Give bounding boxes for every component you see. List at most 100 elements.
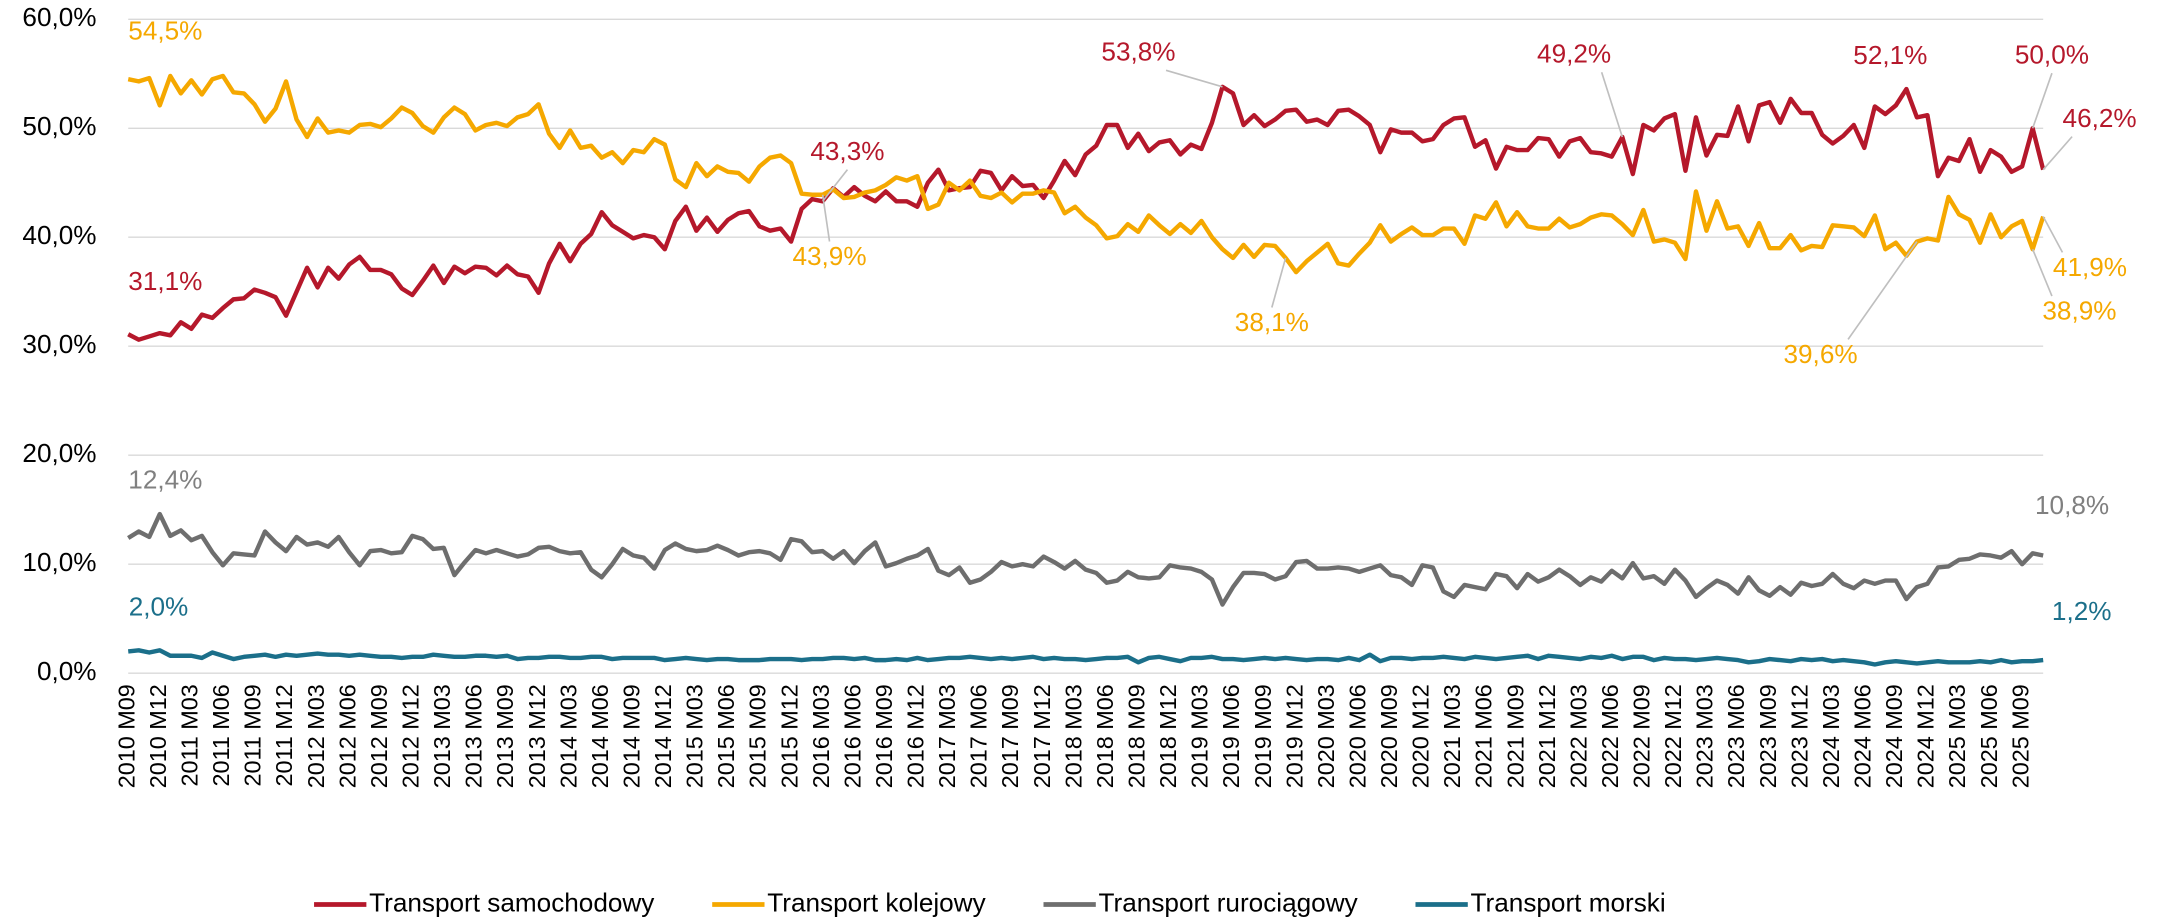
x-tick-label: 2022 M12 <box>1660 684 1686 788</box>
legend-label: Transport samochodowy <box>369 887 655 917</box>
y-tick-label: 60,0% <box>22 2 96 32</box>
data-label: 54,5% <box>128 15 202 45</box>
x-tick-label: 2022 M03 <box>1565 684 1591 788</box>
y-tick-label: 10,0% <box>22 547 96 577</box>
x-tick-label: 2021 M12 <box>1534 684 1560 788</box>
legend-label: Transport morski <box>1471 887 1666 917</box>
x-tick-label: 2014 M06 <box>587 684 613 788</box>
data-label: 12,4% <box>128 465 202 495</box>
legend-label: Transport kolejowy <box>767 887 986 917</box>
x-tick-label: 2019 M03 <box>1187 684 1213 788</box>
x-tick-label: 2015 M09 <box>745 684 771 788</box>
data-label: 49,2% <box>1537 39 1611 69</box>
x-tick-label: 2012 M09 <box>366 684 392 788</box>
x-tick-label: 2020 M06 <box>1344 684 1370 788</box>
x-tick-label: 2023 M03 <box>1692 684 1718 788</box>
leader-line <box>1271 257 1287 308</box>
x-tick-label: 2014 M12 <box>650 684 676 788</box>
x-tick-label: 2023 M09 <box>1755 684 1781 788</box>
x-tick-label: 2018 M09 <box>1123 684 1149 788</box>
x-tick-label: 2010 M12 <box>145 684 171 788</box>
x-tick-label: 2023 M06 <box>1723 684 1749 788</box>
x-tick-label: 2025 M03 <box>1944 684 1970 788</box>
legend-label: Transport rurociągowy <box>1099 887 1359 917</box>
x-tick-label: 2024 M12 <box>1913 684 1939 788</box>
x-tick-label: 2015 M03 <box>682 684 708 788</box>
leader-line <box>822 169 849 202</box>
data-label: 43,3% <box>810 136 884 166</box>
x-tick-label: 2019 M06 <box>1218 684 1244 788</box>
series-line <box>127 84 2046 342</box>
x-tick-label: 2018 M03 <box>1060 684 1086 788</box>
x-tick-label: 2025 M09 <box>2007 684 2033 788</box>
y-tick-label: 40,0% <box>22 220 96 250</box>
x-tick-label: 2022 M09 <box>1629 684 1655 788</box>
x-tick-label: 2016 M12 <box>903 684 929 788</box>
x-tick-label: 2017 M09 <box>997 684 1023 788</box>
series-line <box>127 648 2044 667</box>
leader-line <box>1165 69 1223 88</box>
x-tick-label: 2011 M03 <box>177 684 203 786</box>
x-tick-label: 2017 M06 <box>966 684 992 788</box>
x-tick-label: 2016 M09 <box>871 684 897 788</box>
x-tick-label: 2019 M09 <box>1250 684 1276 788</box>
data-label: 39,6% <box>1783 339 1857 369</box>
x-tick-label: 2023 M12 <box>1786 684 1812 788</box>
x-tick-label: 2019 M12 <box>1281 684 1307 788</box>
leader-line <box>1600 72 1624 138</box>
y-tick-label: 0,0% <box>37 656 97 686</box>
x-tick-label: 2018 M06 <box>1092 684 1118 788</box>
y-tick-label: 20,0% <box>22 438 96 468</box>
leader-line <box>2031 72 2053 129</box>
x-tick-label: 2016 M03 <box>808 684 834 788</box>
leader-line <box>2031 248 2053 297</box>
x-tick-label: 2013 M03 <box>429 684 455 788</box>
x-tick-label: 2022 M06 <box>1597 684 1623 788</box>
leader-line <box>821 194 831 242</box>
data-label: 38,9% <box>2042 295 2116 325</box>
leader-line <box>2042 216 2064 253</box>
leader-line <box>2042 136 2073 171</box>
x-tick-label: 2013 M06 <box>461 684 487 788</box>
data-label: 1,2% <box>2052 596 2112 626</box>
x-tick-label: 2010 M09 <box>113 684 139 788</box>
x-tick-label: 2012 M03 <box>303 684 329 788</box>
x-tick-label: 2012 M12 <box>397 684 423 788</box>
data-label: 10,8% <box>2035 490 2109 520</box>
x-tick-label: 2012 M06 <box>334 684 360 788</box>
x-tick-label: 2020 M09 <box>1376 684 1402 788</box>
x-tick-label: 2011 M09 <box>240 684 266 786</box>
data-label: 41,9% <box>2053 252 2127 282</box>
legend: Transport samochodowy Transport kolejowy T… <box>314 887 1666 917</box>
data-label: 2,0% <box>129 592 189 622</box>
data-label: 46,2% <box>2063 103 2137 133</box>
x-tick-label: 2021 M06 <box>1471 684 1497 788</box>
x-tick-label: 2025 M06 <box>1976 684 2002 788</box>
x-tick-label: 2017 M03 <box>934 684 960 788</box>
x-tick-label: 2011 M12 <box>271 684 297 786</box>
data-label: 43,9% <box>792 241 866 271</box>
x-tick-label: 2014 M03 <box>555 684 581 788</box>
data-label: 52,1% <box>1853 40 1927 70</box>
x-tick-label: 2013 M09 <box>492 684 518 788</box>
x-tick-label: 2024 M03 <box>1818 684 1844 788</box>
x-tick-label: 2013 M12 <box>524 684 550 788</box>
x-tick-label: 2016 M06 <box>839 684 865 788</box>
x-tick-label: 2021 M09 <box>1502 684 1528 788</box>
series-line <box>127 511 2044 607</box>
x-tick-label: 2015 M12 <box>776 684 802 788</box>
x-tick-label: 2017 M12 <box>1029 684 1055 788</box>
y-tick-label: 50,0% <box>22 111 96 141</box>
data-label: 31,1% <box>128 266 202 296</box>
data-label: 38,1% <box>1235 307 1309 337</box>
x-tick-label: 2015 M06 <box>713 684 739 788</box>
leader-line <box>1847 241 1918 340</box>
x-tick-label: 2024 M06 <box>1849 684 1875 788</box>
x-tick-label: 2020 M03 <box>1313 684 1339 788</box>
y-tick-label: 30,0% <box>22 329 96 359</box>
x-tick-label: 2024 M09 <box>1881 684 1907 788</box>
x-tick-label: 2020 M12 <box>1408 684 1434 788</box>
x-tick-label: 2018 M12 <box>1155 684 1181 788</box>
